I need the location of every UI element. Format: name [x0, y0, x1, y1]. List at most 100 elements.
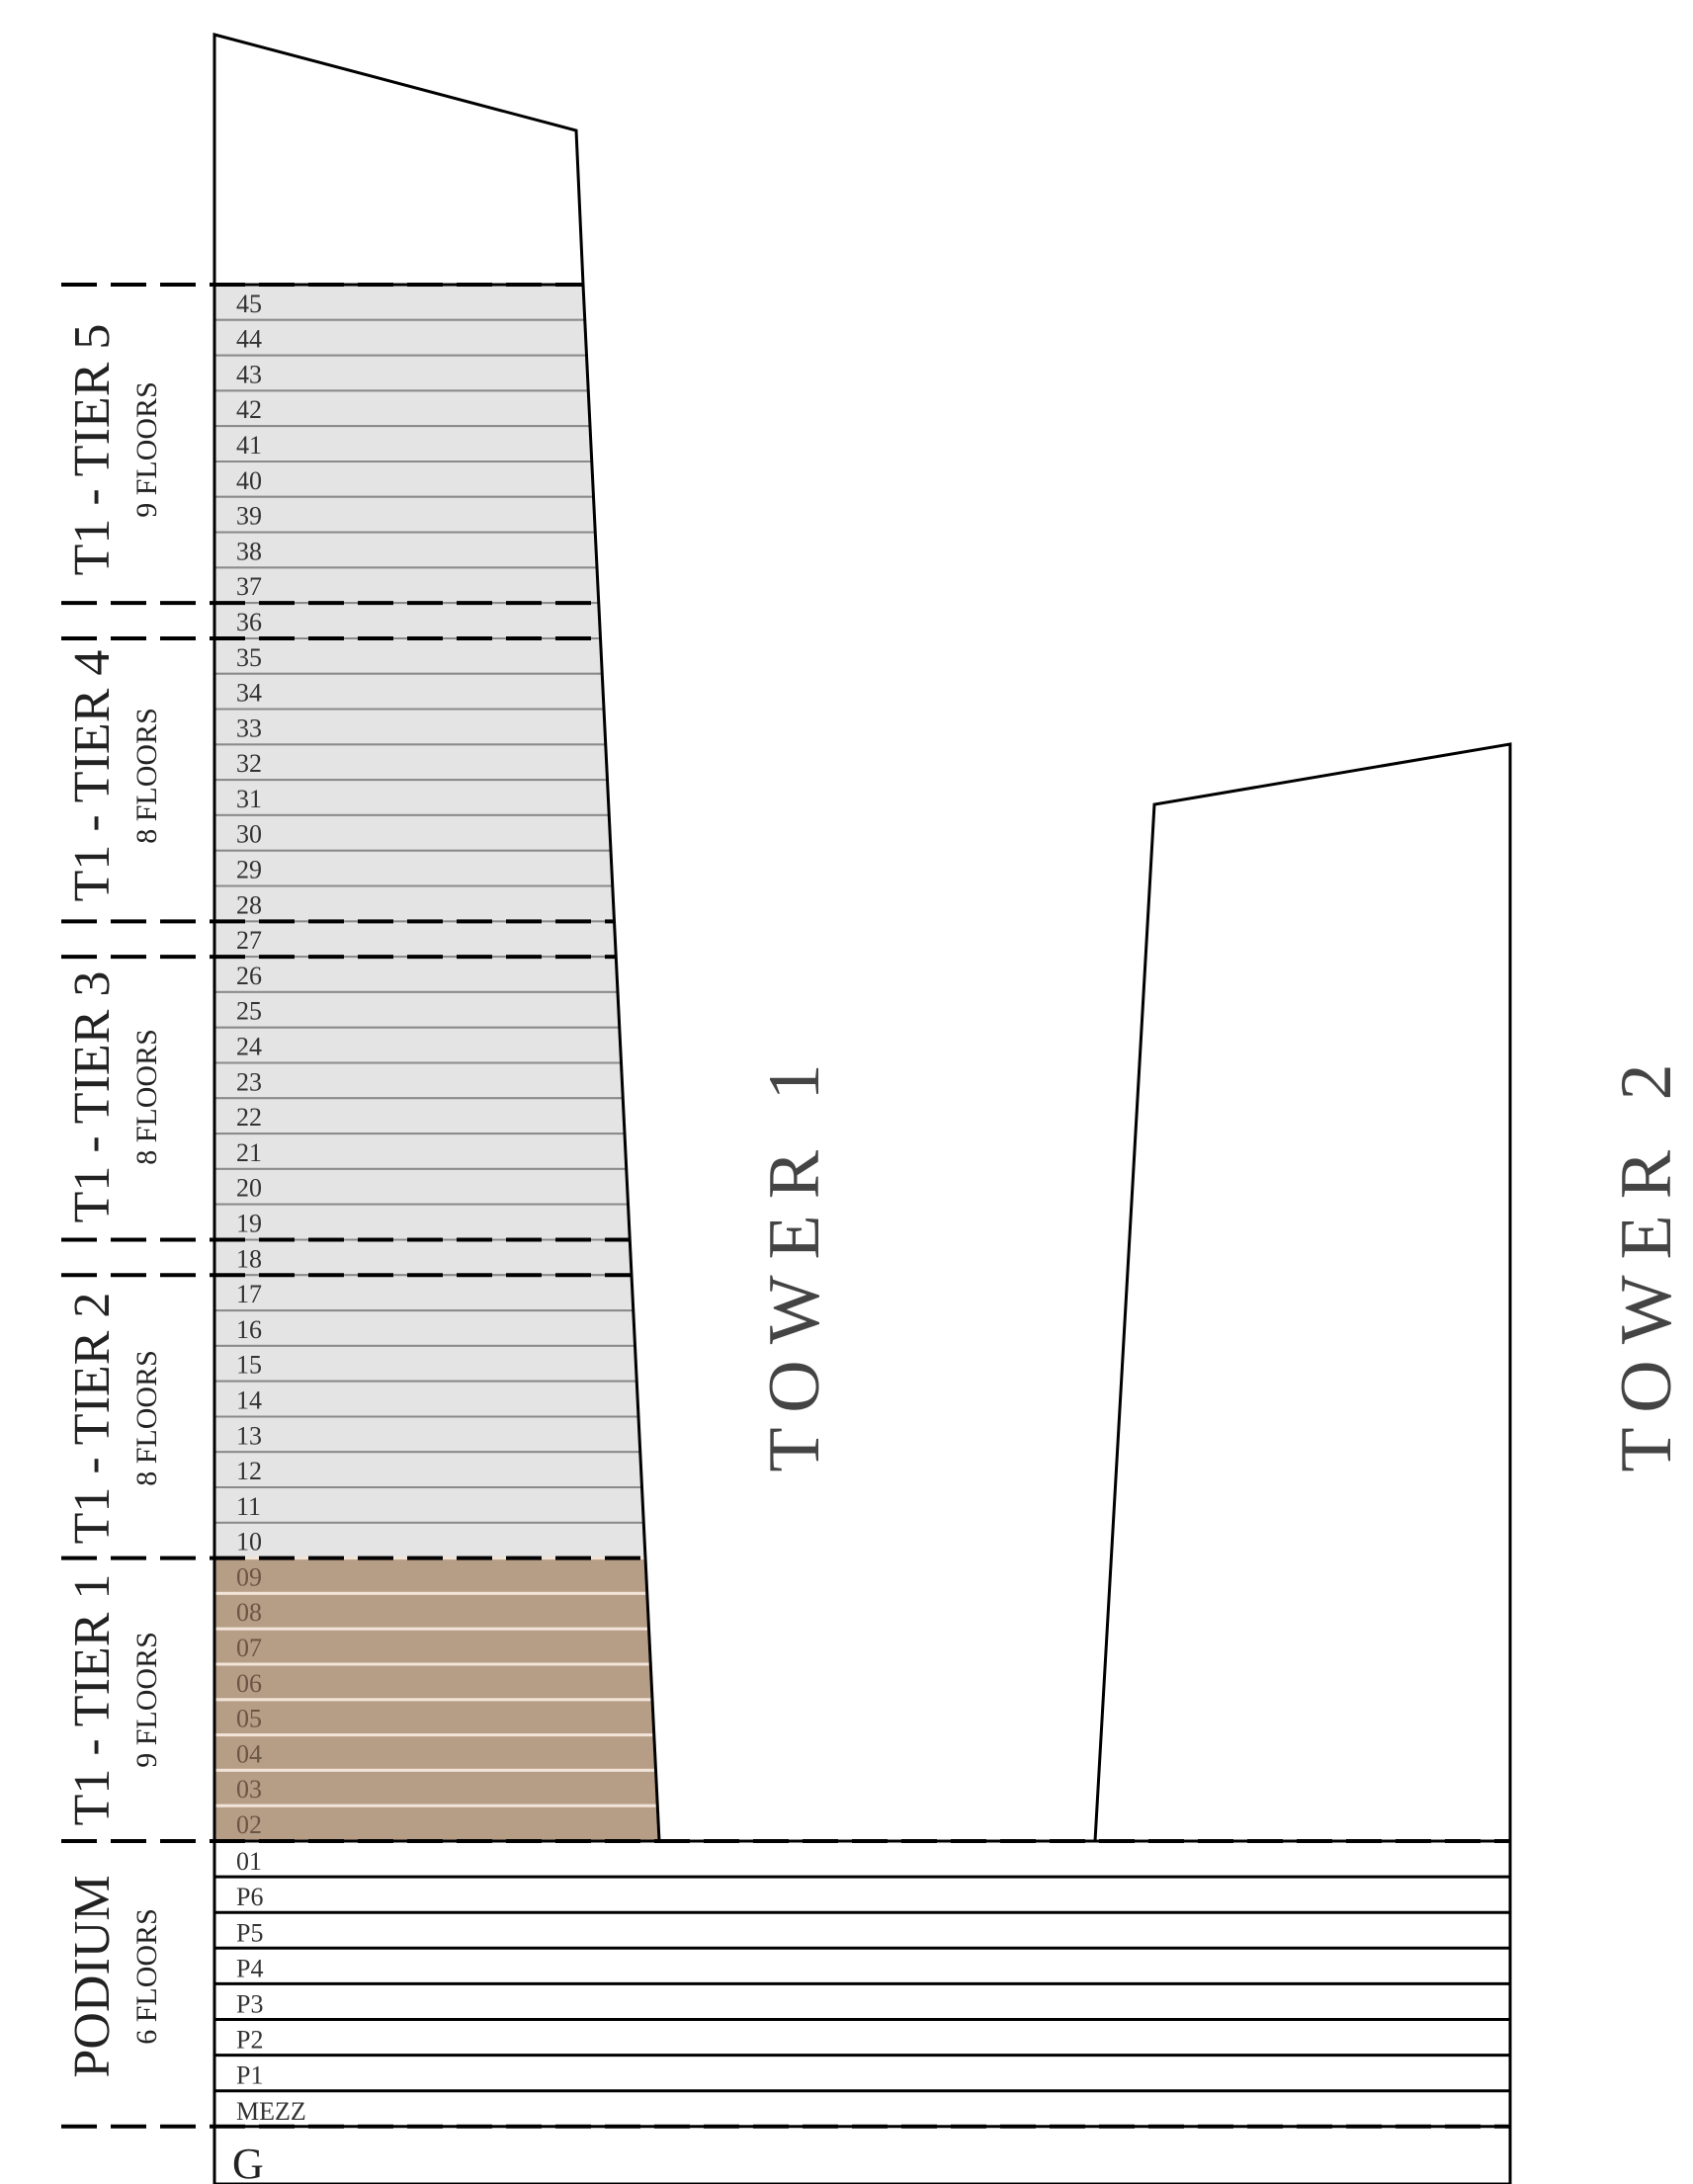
tier-subtitle: 9 FLOORS: [130, 381, 163, 518]
floor-band: [213, 1167, 630, 1206]
floor-band: [213, 813, 613, 852]
floor-label: 16: [236, 1315, 262, 1344]
floor-band: [213, 956, 620, 993]
floor-band: [212, 1698, 656, 1737]
floor-label: 21: [236, 1138, 262, 1167]
floor-band: [212, 1804, 661, 1843]
floor-band: [213, 1238, 634, 1277]
floor-label: P2: [236, 2026, 263, 2055]
floor-band: [213, 354, 590, 392]
floor-band: [213, 1026, 623, 1064]
floor-label: 05: [236, 1705, 262, 1733]
tier-label-podium: PODIUM 6 FLOORS: [64, 1875, 163, 2077]
floor-label: 39: [236, 502, 262, 531]
floor-label: 06: [236, 1669, 262, 1698]
floor-label: 14: [236, 1386, 262, 1414]
tier-label-t1-tier-3: T1 - TIER 3 8 FLOORS: [64, 971, 163, 1223]
floor-label: 12: [236, 1457, 262, 1485]
tower-2-label-visible: TOWER 2: [1606, 1048, 1687, 1471]
floor-band: [213, 884, 616, 923]
floor-band: [213, 1061, 625, 1100]
floor-band: [213, 495, 597, 534]
floor-band: [213, 1274, 635, 1312]
floor-label: 20: [236, 1174, 262, 1203]
floor-band: [212, 1556, 649, 1595]
floor-label: 09: [236, 1562, 262, 1591]
floor-label: 08: [236, 1598, 262, 1627]
floor-label: 32: [236, 749, 262, 778]
floor-band: [213, 1344, 638, 1383]
floor-label: 10: [236, 1528, 262, 1556]
floor-band: [212, 1768, 659, 1807]
floor-label: 44: [236, 325, 262, 354]
floor-label: 11: [236, 1492, 261, 1521]
floor-band: [212, 1733, 658, 1772]
floor-label: 13: [236, 1421, 262, 1450]
floor-band: [213, 708, 607, 746]
tower-2-outline: [1093, 742, 1512, 1843]
floor-label: 35: [236, 643, 262, 672]
floor-label: 30: [236, 820, 262, 849]
floor-band: [213, 1415, 641, 1454]
floor-label: 28: [236, 890, 262, 919]
floor-label: MEZZ: [236, 2097, 306, 2126]
floor-label: 24: [236, 1033, 262, 1061]
tower-1-crown-outline: [212, 33, 585, 287]
floor-band: [213, 1451, 643, 1489]
floor-label: P4: [236, 1954, 263, 1982]
floor-label: P6: [236, 1883, 263, 1911]
floor-label: 45: [236, 290, 262, 318]
floor-label: 42: [236, 395, 262, 424]
tier-subtitle: 6 FLOORS: [130, 1908, 163, 2045]
tier-label-t1-tier-2: T1 - TIER 2 8 FLOORS: [64, 1293, 163, 1545]
floor-label: 26: [236, 962, 262, 990]
tier-subtitle: 9 FLOORS: [130, 1632, 163, 1768]
floor-band: [213, 779, 611, 816]
floor-band: [213, 602, 602, 639]
floor-label: 22: [236, 1103, 262, 1132]
floor-band: [213, 672, 606, 711]
podium-floors: 01 P6 P5 P4 P3 P2 P1 MEZZ G: [214, 1847, 1510, 2184]
floor-band: [213, 849, 614, 887]
tier-subtitle: 8 FLOORS: [130, 1029, 163, 1165]
floor-band: [213, 990, 621, 1029]
floor-label: 36: [236, 608, 262, 636]
floor-label: 25: [236, 997, 262, 1026]
floor-label: 29: [236, 856, 262, 884]
floor-label: 33: [236, 714, 262, 742]
tier-label-t1-tier-4: T1 - TIER 4 8 FLOORS: [64, 650, 163, 902]
floor-label: 15: [236, 1351, 262, 1380]
floor-label: 27: [236, 926, 262, 955]
floor-band: [213, 1203, 632, 1241]
floor-band: [213, 318, 588, 357]
floor-band: [212, 1591, 651, 1631]
floor-label: 41: [236, 431, 262, 460]
tier-title: T1 - TIER 5: [64, 324, 121, 576]
floor-label: 23: [236, 1067, 262, 1096]
tier-subtitle: 8 FLOORS: [130, 708, 163, 844]
tower-1-label: TOWER 1: [754, 1048, 835, 1471]
floor-label: 37: [236, 572, 262, 601]
floor-label: 03: [236, 1775, 262, 1804]
floor-label: 18: [236, 1244, 262, 1273]
floor-label: 01: [236, 1847, 262, 1876]
tower-1-floors: 45 44 43 42 41 40 39 38 37 36 35 34 33 32 31 30 29 28 27 26…: [212, 284, 661, 1843]
floor-band: [213, 566, 600, 605]
floor-band: [213, 389, 592, 428]
floor-label: 43: [236, 360, 262, 388]
floor-band: [213, 1309, 636, 1347]
floor-band: [213, 1097, 627, 1135]
floor-band: [213, 460, 595, 498]
tier-subtitle: 8 FLOORS: [130, 1350, 163, 1486]
tier-title: T1 - TIER 4: [64, 650, 121, 902]
floor-label: 34: [236, 679, 262, 708]
floor-label: P3: [236, 1990, 263, 2019]
tier-label-t1-tier-1: T1 - TIER 1 9 FLOORS: [64, 1574, 163, 1826]
floor-label: 17: [236, 1280, 262, 1308]
floor-label: 02: [236, 1810, 262, 1839]
tier-title: T1 - TIER 3: [64, 971, 121, 1223]
floor-band: [212, 1627, 652, 1666]
tier-title: T1 - TIER 1: [64, 1574, 121, 1826]
floor-label: 31: [236, 785, 262, 813]
